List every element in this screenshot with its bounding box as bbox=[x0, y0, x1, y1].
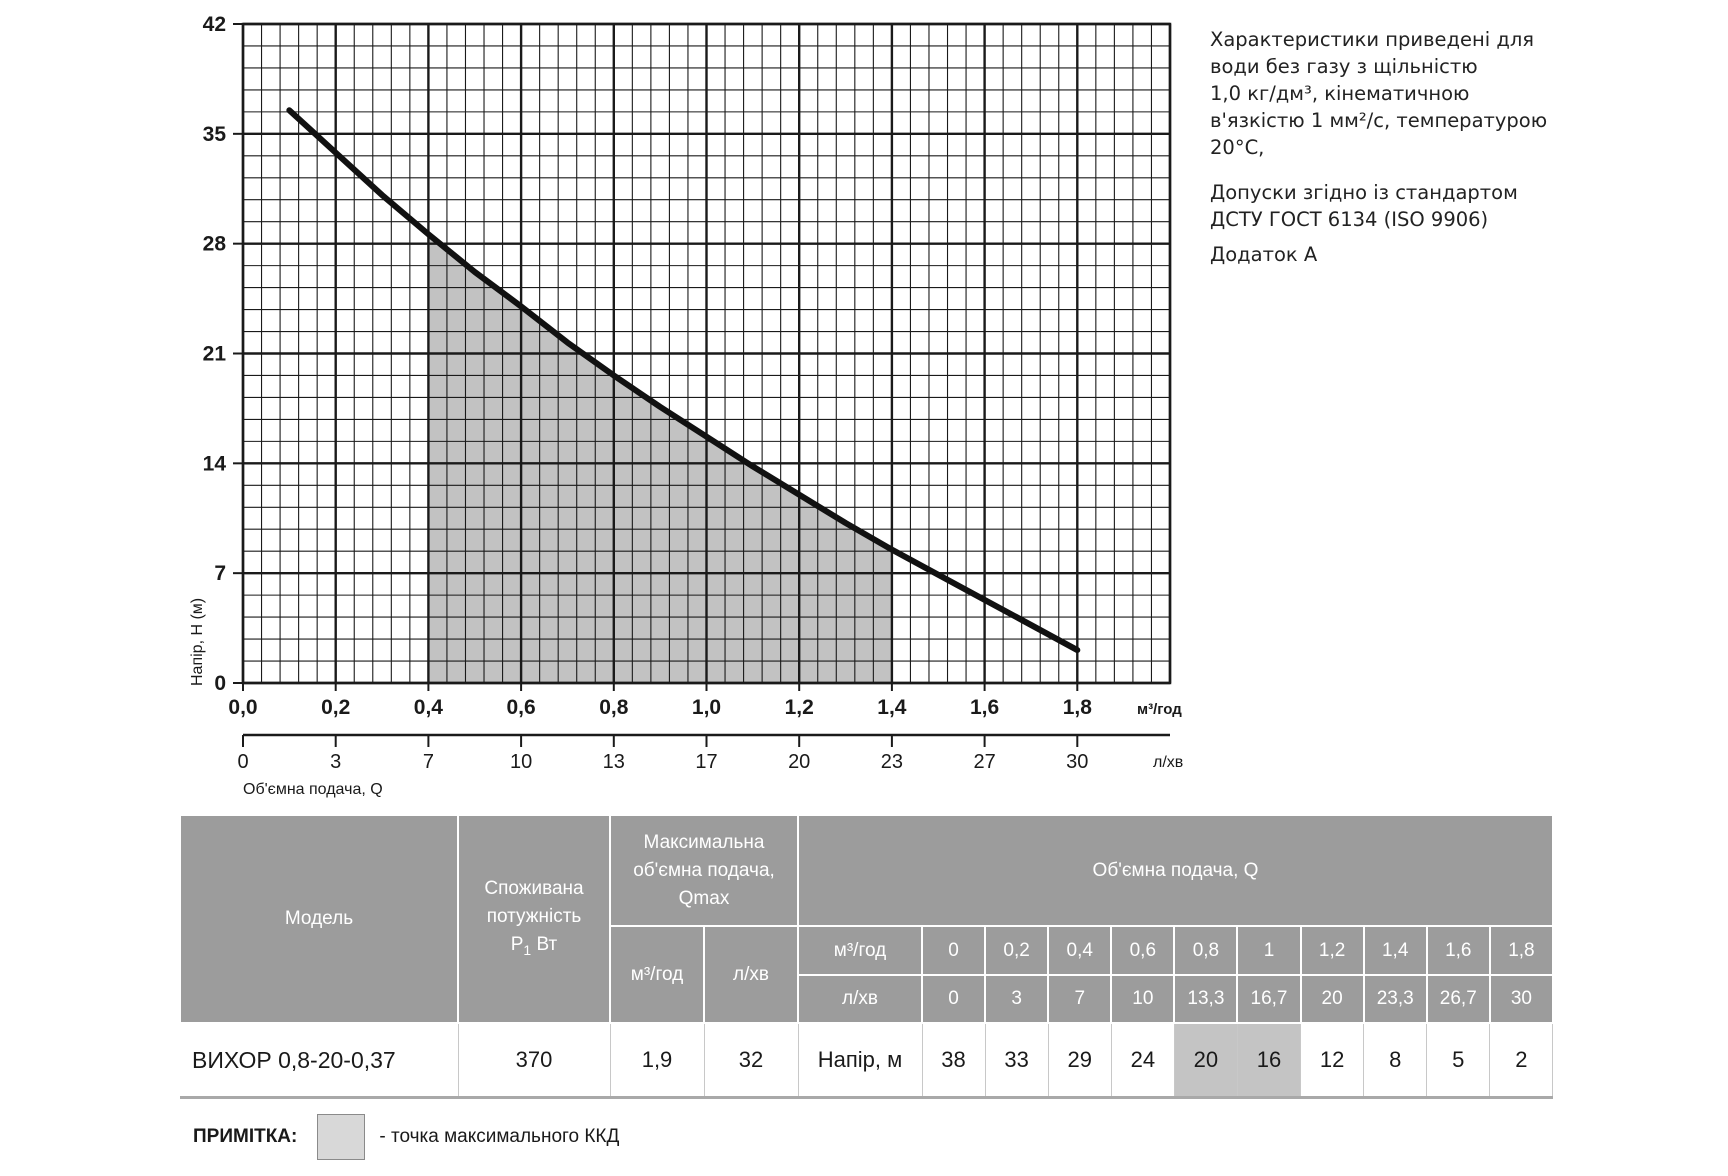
l-value: 0 bbox=[920, 974, 987, 1024]
head-value: 2 bbox=[1489, 1023, 1554, 1098]
y-axis-label: Напір, Н (м) bbox=[189, 598, 206, 686]
head-value: 38 bbox=[921, 1023, 986, 1098]
x2-tick-label: 3 bbox=[330, 751, 341, 773]
head-value: 12 bbox=[1300, 1023, 1365, 1098]
notes-conditions: Характеристики приведені для води без га… bbox=[1210, 28, 1548, 159]
header-qmax-m3: м³/год bbox=[609, 925, 705, 1024]
x2-tick-label: 13 bbox=[603, 751, 625, 773]
head-value-max-efficiency: 16 bbox=[1236, 1023, 1302, 1098]
x-tick-label: 0,8 bbox=[599, 696, 629, 719]
x2-tick-label: 0 bbox=[237, 751, 248, 773]
m3-value: 1,6 bbox=[1425, 925, 1491, 976]
m3-value: 0,6 bbox=[1110, 925, 1176, 976]
x2-tick-label: 27 bbox=[973, 751, 995, 773]
qmax-m3-value: 1,9 bbox=[609, 1023, 705, 1098]
y-tick-label: 28 bbox=[203, 233, 227, 256]
model-name: ВИХОР 0,8-20-0,37 bbox=[180, 1023, 459, 1098]
x-tick-label: 1,0 bbox=[692, 696, 721, 719]
spec-table: Модель Споживана потужність Р1 Вт Максим… bbox=[179, 814, 1554, 1099]
y-tick-label: 21 bbox=[203, 343, 227, 366]
x2-tick-label: 30 bbox=[1066, 751, 1088, 773]
m3-value: 0,2 bbox=[984, 925, 1050, 976]
m3-value: 1,4 bbox=[1362, 925, 1428, 976]
axis-layer: 0 7 14 21 28 35 42 0,0 0,2 0,4 0,6 0,8 1,0 1,2 1,4 1,6 1… bbox=[203, 13, 1170, 773]
note-label: ПРИМІТКА: bbox=[193, 1126, 298, 1147]
y-tick-label: 42 bbox=[203, 13, 226, 36]
l-value: 3 bbox=[984, 974, 1050, 1024]
l-value: 7 bbox=[1047, 974, 1113, 1024]
x-tick-label: 1,6 bbox=[970, 696, 999, 719]
x2-tick-label: 20 bbox=[788, 751, 810, 773]
head-value: 29 bbox=[1047, 1023, 1112, 1098]
m3-value: 0,8 bbox=[1173, 925, 1239, 976]
header-power-symbol: Р bbox=[510, 933, 524, 955]
chart-grid bbox=[241, 22, 1172, 685]
head-label: Напір, м bbox=[797, 1023, 923, 1098]
header-power-line3: Р1 Вт bbox=[463, 931, 605, 964]
x-axis-label: Об'ємна подача, Q bbox=[243, 781, 383, 798]
head-value-max-efficiency: 20 bbox=[1173, 1023, 1238, 1098]
x-tick-label: 1,4 bbox=[877, 696, 907, 719]
l-value: 13,3 bbox=[1173, 974, 1239, 1024]
power-value: 370 bbox=[457, 1023, 611, 1098]
x-tick-label: 1,2 bbox=[785, 696, 814, 719]
x-tick-label: 1,8 bbox=[1063, 696, 1093, 719]
y-tick-label: 14 bbox=[203, 452, 227, 475]
m3-value: 1,2 bbox=[1299, 925, 1365, 976]
header-power-line1: Споживана bbox=[484, 877, 584, 899]
shaded-working-range bbox=[428, 234, 892, 683]
m3-value: 0 bbox=[920, 925, 987, 976]
header-power-unit: Вт bbox=[536, 933, 558, 955]
x-tick-label: 0,6 bbox=[506, 696, 535, 719]
y-tick-label: 35 bbox=[203, 123, 227, 146]
head-value: 8 bbox=[1363, 1023, 1428, 1098]
header-flow: Об'ємна подача, Q bbox=[797, 814, 1554, 927]
row-l-label: л/хв bbox=[797, 974, 923, 1024]
notes-appendix: Додаток А bbox=[1210, 243, 1318, 266]
header-power: Споживана потужність Р1 Вт bbox=[457, 814, 611, 1024]
l-value: 20 bbox=[1299, 974, 1365, 1024]
header-model: Модель bbox=[179, 814, 459, 1024]
max-efficiency-swatch bbox=[317, 1114, 366, 1160]
x-axis-unit-m3: м³/год bbox=[1137, 701, 1182, 718]
x2-axis-unit-l: л/хв bbox=[1153, 754, 1183, 771]
head-value: 24 bbox=[1110, 1023, 1175, 1098]
header-power-line2: потужність bbox=[486, 905, 582, 927]
x-tick-label: 0,0 bbox=[228, 696, 257, 719]
x2-tick-label: 23 bbox=[881, 751, 903, 773]
l-value: 16,7 bbox=[1236, 974, 1302, 1024]
head-value: 33 bbox=[984, 1023, 1049, 1098]
head-curve bbox=[286, 107, 1081, 654]
notes-tolerances: Допуски згідно із стандартом ДСТУ ГОСТ 6… bbox=[1210, 181, 1518, 231]
y-tick-label: 0 bbox=[214, 672, 226, 695]
x-tick-label: 0,2 bbox=[321, 696, 350, 719]
header-qmax: Максимальна об'ємна подача, Qmax bbox=[609, 814, 799, 927]
row-m3-label: м³/год bbox=[797, 925, 923, 976]
x2-tick-label: 10 bbox=[510, 751, 532, 773]
l-value: 30 bbox=[1488, 974, 1554, 1024]
m3-value: 1,8 bbox=[1488, 925, 1554, 976]
header-power-sub: 1 bbox=[523, 941, 532, 958]
l-value: 23,3 bbox=[1362, 974, 1428, 1024]
head-value: 5 bbox=[1426, 1023, 1491, 1098]
l-value: 10 bbox=[1110, 974, 1176, 1024]
working-range-shading bbox=[428, 234, 892, 683]
conditions-notes: Характеристики приведені для води без га… bbox=[1210, 26, 1710, 286]
note-text: - точка максимального ККД bbox=[379, 1126, 620, 1147]
m3-value: 1 bbox=[1236, 925, 1302, 976]
x-tick-label: 0,4 bbox=[414, 696, 444, 719]
header-qmax-l: л/хв bbox=[703, 925, 799, 1024]
table-row: ВИХОР 0,8-20-0,37 370 1,9 32 Напір, м 38… bbox=[180, 1023, 1554, 1098]
l-value: 26,7 bbox=[1425, 974, 1491, 1024]
qmax-l-value: 32 bbox=[703, 1023, 799, 1098]
x2-tick-label: 17 bbox=[695, 751, 717, 773]
x2-tick-label: 7 bbox=[423, 751, 434, 773]
m3-value: 0,4 bbox=[1047, 925, 1113, 976]
curve-layer bbox=[286, 107, 1081, 654]
pump-curve-chart: 0 7 14 21 28 35 42 0,0 0,2 0,4 0,6 0,8 1,0 1,2 1,4 1,6 1… bbox=[189, 13, 1183, 798]
legend-note: ПРИМІТКА: - точка максимального ККД bbox=[193, 1114, 619, 1160]
y-tick-label: 7 bbox=[214, 562, 226, 585]
